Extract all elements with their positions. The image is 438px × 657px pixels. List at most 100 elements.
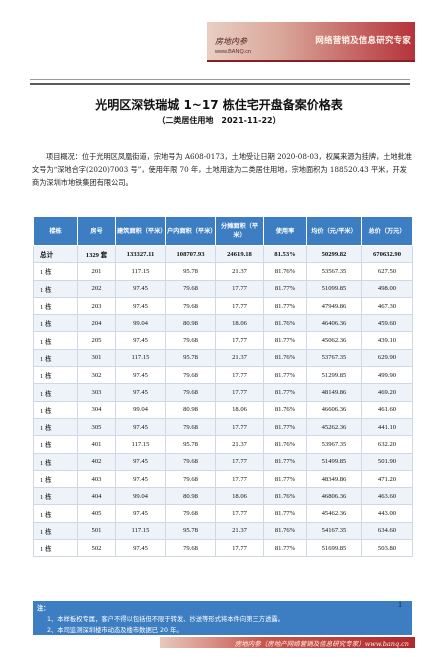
table-row: 1 栋 204 99.04 80.98 18.06 81.76% 46406.36 459.6… xyxy=(33,314,413,333)
brand-slogan: 网络营销及信息研究专家 xyxy=(315,36,411,46)
table-cell: 51299.85 xyxy=(306,366,362,385)
table-cell: 总计 xyxy=(33,244,78,264)
table-cell: 46606.36 xyxy=(306,400,362,419)
table-row: 1 栋 305 97.45 79.68 17.77 81.77% 45262.36 441.1… xyxy=(33,417,413,437)
table-cell: 80.98 xyxy=(165,487,216,506)
table-cell: 402 xyxy=(77,452,116,471)
table-row: 1 栋 303 97.45 79.68 17.77 81.77% 48149.86 469.2… xyxy=(33,383,413,402)
table-cell: 17.77 xyxy=(215,279,264,298)
table-cell: 405 xyxy=(77,504,116,523)
column-header: 楼栋 xyxy=(33,216,78,246)
table-cell: 17.77 xyxy=(215,331,264,350)
table-cell: 21.37 xyxy=(215,435,264,454)
table-cell: 47949.86 xyxy=(306,296,362,316)
table-cell: 627.50 xyxy=(361,262,413,281)
table-cell: 95.78 xyxy=(165,521,216,541)
column-header: 建筑面积（平米） xyxy=(115,216,167,246)
table-cell: 17.77 xyxy=(215,296,264,316)
table-cell: 302 xyxy=(77,366,116,385)
table-cell: 463.60 xyxy=(361,487,413,506)
table-cell: 97.45 xyxy=(115,452,166,471)
table-row: 1 栋 302 97.45 79.68 17.77 81.77% 51299.85 499.9… xyxy=(33,366,413,385)
page-subtitle: （二类居住用地 2021-11-22） xyxy=(157,116,281,125)
table-cell: 499.90 xyxy=(361,366,413,385)
table-cell: 108707.93 xyxy=(165,244,216,264)
table-cell: 1 栋 xyxy=(33,262,78,281)
table-row: 1 栋 405 97.45 79.68 17.77 81.77% 45462.36 443.0… xyxy=(33,504,413,523)
table-cell: 45062.36 xyxy=(306,331,362,350)
table-cell: 95.78 xyxy=(165,435,216,454)
table-cell: 97.45 xyxy=(115,296,166,316)
table-cell: 18.06 xyxy=(215,487,264,506)
table-cell: 501 xyxy=(77,521,116,541)
table-cell: 117.15 xyxy=(115,348,166,368)
table-cell: 53967.35 xyxy=(306,435,362,454)
table-cell: 301 xyxy=(77,348,116,368)
table-cell: 79.68 xyxy=(165,279,216,298)
table-cell: 50299.82 xyxy=(306,244,362,264)
table-cell: 81.77% xyxy=(263,331,307,350)
table-cell: 79.68 xyxy=(165,469,216,489)
table-cell: 1 栋 xyxy=(33,487,78,506)
table-cell: 1 栋 xyxy=(33,504,78,523)
table-cell: 469.20 xyxy=(361,383,413,402)
table-cell: 48149.86 xyxy=(306,383,362,402)
footnote-heading: 注： xyxy=(37,605,50,612)
table-cell: 670632.90 xyxy=(361,244,413,264)
table-cell: 1 栋 xyxy=(33,400,78,419)
table-cell: 204 xyxy=(77,314,116,333)
table-cell: 95.78 xyxy=(165,262,216,281)
table-cell: 1 栋 xyxy=(33,435,78,454)
table-cell: 205 xyxy=(77,331,116,350)
table-cell: 1 栋 xyxy=(33,348,78,368)
table-cell: 632.20 xyxy=(361,435,413,454)
table-cell: 97.45 xyxy=(115,331,166,350)
table-cell: 404 xyxy=(77,487,116,506)
table-row: 1 栋 501 117.15 95.78 21.37 81.76% 54167.35 634.… xyxy=(33,521,413,541)
table-cell: 467.30 xyxy=(361,296,413,316)
table-cell: 95.78 xyxy=(165,348,216,368)
table-cell: 81.76% xyxy=(263,521,307,541)
table-cell: 21.37 xyxy=(215,348,264,368)
table-cell: 46806.36 xyxy=(306,487,362,506)
brand-logo: 房地内参 xyxy=(215,37,247,46)
table-cell: 81.77% xyxy=(263,539,307,558)
table-cell: 503.80 xyxy=(361,539,413,558)
table-cell: 1 栋 xyxy=(33,279,78,298)
price-table: 楼栋 房号 建筑面积（平米） 户内面积（平米） 分摊面积（平米） 使用率 均价（元/平米）总… xyxy=(33,216,413,558)
project-overview: 项目概况：位于光明区凤凰街道，宗地号为 A608-0173，土地受让日期 202… xyxy=(32,152,412,187)
table-cell: 24619.18 xyxy=(215,244,264,264)
table-cell: 99.04 xyxy=(115,487,166,506)
table-cell: 133327.11 xyxy=(115,244,166,264)
table-cell: 81.77% xyxy=(263,417,307,437)
column-header: 总价（万元） xyxy=(361,216,413,246)
table-cell: 81.76% xyxy=(263,314,307,333)
table-cell: 17.77 xyxy=(215,539,264,558)
table-cell: 81.77% xyxy=(263,504,307,523)
table-cell: 81.77% xyxy=(263,469,307,489)
table-cell: 53767.35 xyxy=(306,348,362,368)
divider xyxy=(30,83,410,85)
page-number: 1 xyxy=(398,600,402,609)
table-row: 1 栋 201 117.15 95.78 21.37 81.76% 53567.35 627.… xyxy=(33,262,413,281)
table-cell: 21.37 xyxy=(215,521,264,541)
table-cell: 304 xyxy=(77,400,116,419)
column-header: 均价（元/平米） xyxy=(306,216,362,246)
table-row: 1 栋 404 99.04 80.98 18.06 81.76% 46806.36 463.6… xyxy=(33,487,413,506)
table-cell: 81.77% xyxy=(263,296,307,316)
table-cell: 97.45 xyxy=(115,469,166,489)
table-cell: 81.77% xyxy=(263,279,307,298)
column-header: 房号 xyxy=(77,216,116,246)
table-cell: 54167.35 xyxy=(306,521,362,541)
table-cell: 79.68 xyxy=(165,383,216,402)
footnote-line: 1、本样板权专属，客户不得以包括但不限于转发、抄送等形式将本件向第三方透露。 xyxy=(47,616,284,623)
table-cell: 81.77% xyxy=(263,366,307,385)
table-cell: 18.06 xyxy=(215,400,264,419)
footnote-box: 注： 1、本样板权专属，客户不得以包括但不限于转发、抄送等形式将本件向第三方透露… xyxy=(33,601,412,635)
table-cell: 201 xyxy=(77,262,116,281)
table-header-row: 楼栋 房号 建筑面积（平米） 户内面积（平米） 分摊面积（平米） 使用率 均价（元/平米）总… xyxy=(33,216,413,246)
table-cell: 1 栋 xyxy=(33,521,78,541)
table-cell: 99.04 xyxy=(115,400,166,419)
table-row: 1 栋 301 117.15 95.78 21.37 81.76% 53767.35 629.… xyxy=(33,348,413,368)
table-cell: 459.60 xyxy=(361,314,413,333)
